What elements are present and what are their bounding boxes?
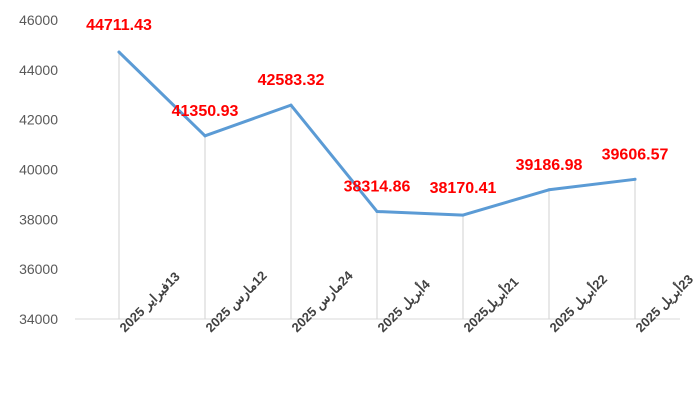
y-tick-label: 34000: [19, 311, 58, 327]
data-label: 38170.41: [430, 180, 497, 197]
data-point: [375, 209, 379, 213]
y-tick-label: 38000: [19, 211, 58, 227]
data-point: [203, 134, 207, 138]
data-point: [547, 188, 551, 192]
data-label: 38314.86: [344, 178, 411, 195]
data-labels: 44711.43 41350.93 42583.32 38314.86 38170.41…: [86, 17, 669, 217]
x-tick-label: 4أبريل 2025: [374, 275, 434, 335]
data-label: 39606.57: [602, 146, 669, 163]
y-tick-label: 42000: [19, 112, 58, 128]
data-label: 44711.43: [86, 17, 152, 34]
data-point: [461, 213, 465, 217]
x-tick-label: 13فبراير 2025: [117, 269, 184, 336]
data-label: 42583.32: [258, 72, 325, 89]
drop-lines: [118, 52, 636, 319]
x-tick-label: 23أبريل 2025: [632, 271, 697, 336]
x-tick-label: 21أبريل2025: [460, 273, 522, 335]
data-label: 39186.98: [516, 157, 583, 174]
y-axis-ticks: 34000 36000 38000 40000 42000 44000 46000: [19, 12, 58, 327]
y-tick-label: 40000: [19, 162, 58, 178]
x-tick-label: 12مارس 2025: [203, 268, 271, 336]
x-tick-label: 22أبريل 2025: [546, 271, 611, 336]
y-tick-label: 46000: [19, 12, 58, 28]
x-axis-ticks: 13فبراير 2025 12مارس 2025 24مارس 2025 4أبري…: [117, 267, 697, 335]
y-tick-label: 36000: [19, 261, 58, 277]
data-label: 41350.93: [172, 103, 239, 120]
data-point: [117, 50, 121, 54]
x-tick-label: 24مارس 2025: [289, 267, 357, 335]
data-point: [289, 103, 293, 107]
y-tick-label: 44000: [19, 62, 58, 78]
data-point: [633, 177, 637, 181]
